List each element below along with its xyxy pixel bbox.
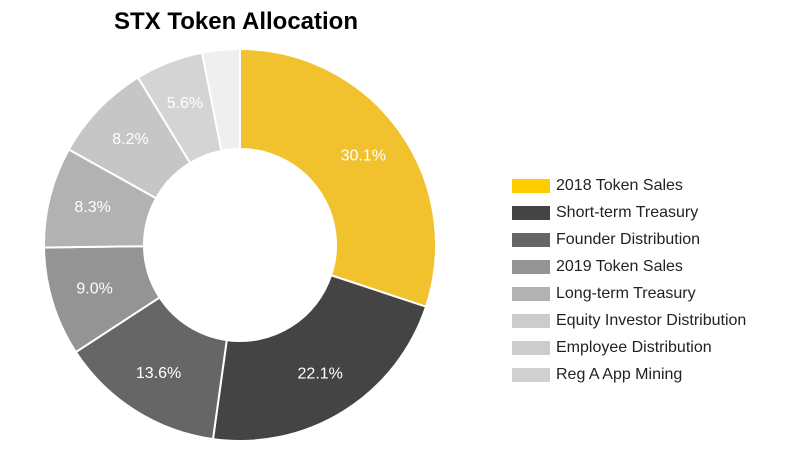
slices-group: [43, 47, 437, 442]
slice-label-2: 13.6%: [136, 365, 181, 382]
legend: 2018 Token Sales Short-term Treasury Found…: [512, 172, 797, 388]
slice-label-4: 8.3%: [74, 199, 110, 216]
legend-swatch-7: [512, 367, 550, 382]
slice-label-0: 30.1%: [341, 148, 386, 165]
legend-item-5: Equity Investor Distribution: [512, 307, 797, 334]
slice-label-5: 8.2%: [112, 131, 148, 148]
donut-chart: 30.1% 22.1% 13.6% 9.0% 8.3% 8.2% 5.6%: [43, 47, 437, 442]
slice-7: [200, 47, 241, 152]
labels-group: 30.1% 22.1% 13.6% 9.0% 8.3% 8.2% 5.6%: [74, 95, 386, 383]
slice-label-3: 9.0%: [76, 281, 112, 298]
legend-label-7: Reg A App Mining: [556, 365, 683, 383]
legend-item-6: Employee Distribution: [512, 334, 797, 361]
slice-label-6: 5.6%: [167, 95, 203, 112]
legend-item-1: Short-term Treasury: [512, 199, 797, 226]
legend-swatch-6: [512, 340, 550, 355]
slice-label-1: 22.1%: [298, 366, 343, 383]
legend-label-2: Founder Distribution: [556, 230, 701, 248]
legend-label-3: 2019 Token Sales: [556, 257, 683, 275]
legend-swatch-3: [512, 259, 550, 274]
legend-item-7: Reg A App Mining: [512, 361, 797, 388]
legend-item-4: Long-term Treasury: [512, 280, 797, 307]
legend-label-4: Long-term Treasury: [556, 284, 696, 302]
legend-swatch-1: [512, 205, 550, 220]
chart-title: STX Token Allocation: [113, 8, 359, 35]
slice-0: [239, 47, 437, 309]
legend-label-1: Short-term Treasury: [556, 203, 699, 221]
legend-item-3: 2019 Token Sales: [512, 253, 797, 280]
legend-swatch-5: [512, 313, 550, 328]
legend-label-5: Equity Investor Distribution: [556, 311, 747, 329]
legend-swatch-4: [512, 286, 550, 301]
legend-swatch-2: [512, 232, 550, 247]
legend-label-0: 2018 Token Sales: [556, 176, 683, 194]
legend-item-2: Founder Distribution: [512, 226, 797, 253]
legend-item-0: 2018 Token Sales: [512, 172, 797, 199]
legend-label-6: Employee Distribution: [556, 338, 712, 356]
legend-swatch-0: [512, 178, 550, 193]
slice-1: [211, 273, 428, 442]
